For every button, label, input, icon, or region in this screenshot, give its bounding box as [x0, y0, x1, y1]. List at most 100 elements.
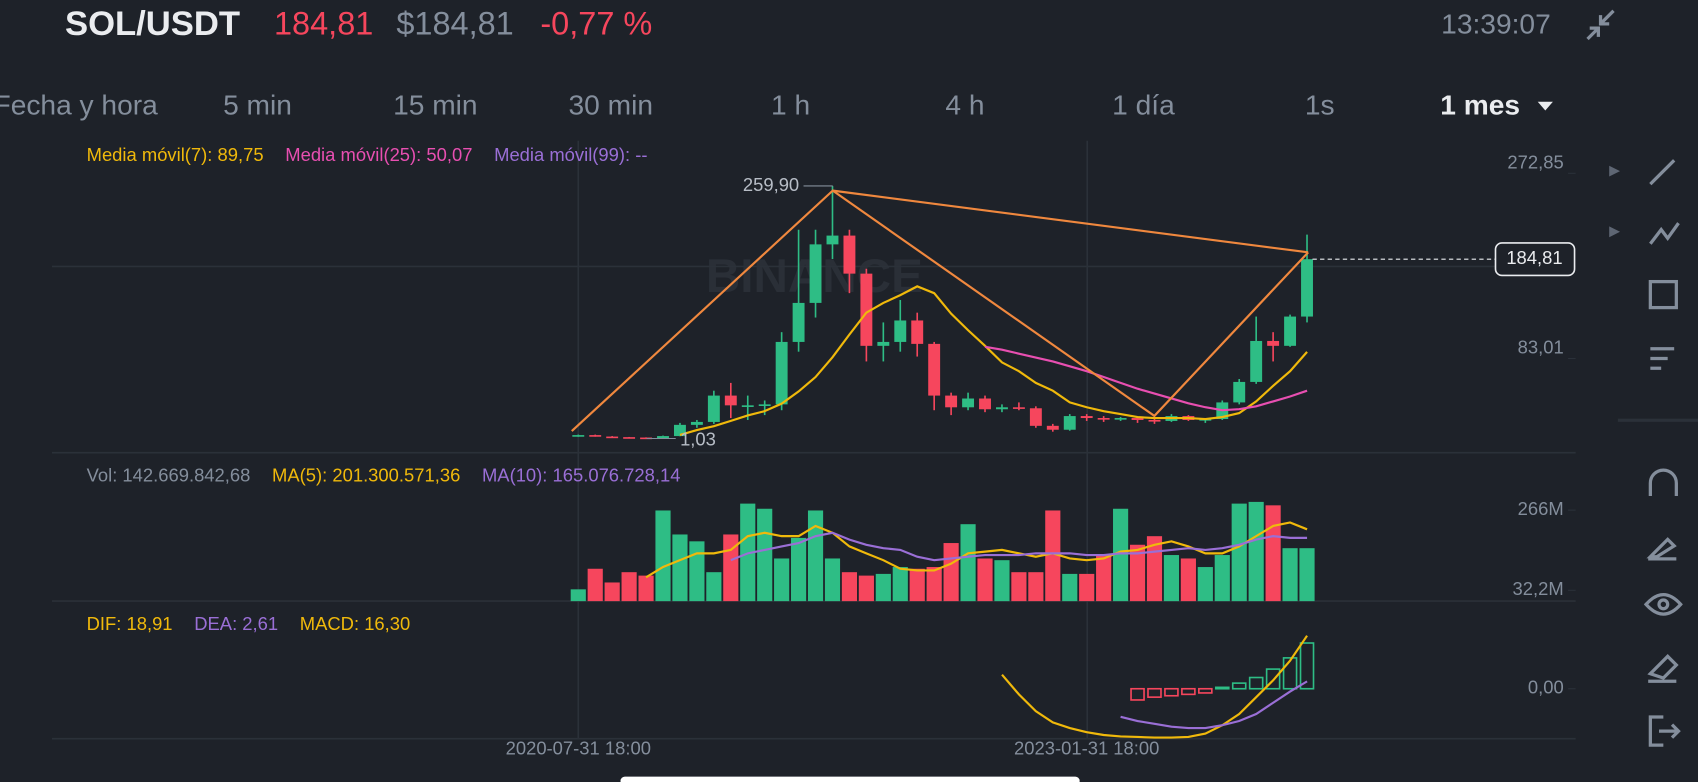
candle-body — [1114, 418, 1127, 420]
volume-bar — [858, 575, 874, 602]
volume-bar — [994, 560, 1010, 602]
candle-body — [775, 341, 788, 405]
candle-body — [690, 421, 703, 425]
macd-bar — [1214, 686, 1230, 690]
macd-bar — [1265, 668, 1281, 690]
candle-body — [877, 341, 890, 346]
volume-bar — [807, 510, 824, 602]
indicator-label: MACD: 16,30 — [300, 613, 410, 634]
candle-body — [860, 273, 873, 346]
volume-bar — [1129, 544, 1146, 602]
timeframe-tab[interactable]: 4 h — [945, 90, 984, 121]
tool-exit[interactable] — [1648, 715, 1681, 747]
ma25-line — [984, 345, 1308, 412]
volume-bar — [1163, 555, 1180, 602]
tool-magnet[interactable] — [1648, 468, 1678, 497]
candle-body — [1250, 340, 1263, 382]
y-tick-label: 0,00 — [1528, 677, 1564, 698]
candle-body — [911, 320, 924, 344]
x-tick-label: 2020-07-31 18:00 — [506, 737, 651, 758]
tool-line[interactable] — [1649, 159, 1676, 186]
indicator-label: Media móvil(7): 89,75 — [87, 144, 264, 165]
volume-bar — [638, 575, 654, 602]
candle-body — [928, 343, 941, 396]
drawing-line — [571, 189, 1309, 432]
price-tag: 184,81 — [1506, 247, 1562, 268]
timeframe-tab[interactable]: 30 min — [569, 90, 653, 121]
volume-bar — [1197, 567, 1213, 602]
indicator-label: Media móvil(25): 50,07 — [285, 144, 472, 165]
tool-trend[interactable] — [1649, 222, 1680, 245]
candle-body — [962, 398, 975, 408]
usd-price: $184,81 — [396, 6, 513, 42]
volume-bar — [757, 508, 773, 602]
high-label: 259,90 — [743, 174, 799, 195]
volume-bar — [672, 534, 688, 602]
volume-bar — [875, 573, 891, 602]
last-price: 184,81 — [274, 6, 373, 42]
volume-bar — [621, 572, 637, 602]
home-indicator — [620, 776, 1080, 782]
vol-ma10-line — [730, 531, 1308, 562]
volume-bar — [1011, 572, 1027, 602]
volume-bar — [1096, 555, 1112, 602]
volume-bar — [960, 524, 976, 602]
candle-body — [945, 395, 958, 408]
candle-body — [792, 302, 805, 342]
volume-bar — [943, 543, 959, 602]
candle-body — [996, 407, 1008, 410]
candle-body — [1029, 408, 1042, 426]
macd-bar — [1130, 687, 1145, 701]
macd-bar — [1282, 657, 1298, 690]
macd-bar — [1198, 687, 1213, 694]
volume-bar — [774, 558, 790, 602]
volume-bar — [1028, 572, 1044, 602]
tool-eraser[interactable] — [1647, 654, 1679, 683]
dropdown-caret[interactable] — [1537, 101, 1553, 111]
volume-bar — [655, 510, 671, 602]
tool-pen[interactable] — [1646, 537, 1677, 561]
macd-bar — [1231, 682, 1247, 690]
volume-bar — [926, 567, 942, 602]
timeframe-tab[interactable]: 1 h — [771, 90, 810, 121]
tool-fib[interactable] — [1650, 347, 1675, 370]
timeframe-tab[interactable]: 15 min — [393, 90, 477, 121]
candle-body — [894, 320, 907, 342]
tool-rect[interactable] — [1648, 279, 1678, 310]
volume-bar — [909, 568, 925, 602]
timeframe-tab[interactable]: 1s — [1305, 90, 1335, 121]
candle-body — [1148, 419, 1161, 422]
candle-body — [724, 395, 737, 406]
indicator-label: Media móvil(99): -- — [494, 144, 647, 165]
tool-eye[interactable] — [1657, 598, 1670, 611]
timeframe-tab[interactable]: 1 día — [1112, 90, 1175, 121]
candle-body — [623, 437, 636, 439]
candle-body — [979, 398, 991, 410]
candle-body — [826, 235, 839, 245]
y-tick-label: 32,2M — [1513, 578, 1564, 599]
candle-body — [589, 435, 602, 437]
volume-bar — [1231, 503, 1247, 602]
volume-bar — [841, 572, 858, 602]
volume-bar — [604, 582, 620, 602]
timeframe-tab[interactable]: 5 min — [223, 90, 292, 121]
volume-bar — [1079, 573, 1095, 602]
arrow — [1609, 165, 1621, 238]
collapse-icon[interactable] — [1586, 9, 1615, 41]
timeframe-tab[interactable]: Fecha y hora — [0, 90, 158, 121]
candle-body — [707, 395, 720, 422]
low-label: 1,03 — [680, 429, 716, 450]
timeframe-tab[interactable]: 1 mes — [1440, 90, 1520, 121]
candle-body — [1284, 316, 1297, 346]
volume-bar — [1265, 505, 1281, 602]
tool-eye[interactable] — [1643, 593, 1683, 616]
candle-body — [1097, 418, 1110, 420]
volume-bar — [892, 567, 908, 602]
x-tick-label: 2023-01-31 18:00 — [1014, 737, 1159, 758]
volume-bar — [689, 541, 705, 602]
candle-body — [809, 244, 822, 303]
y-tick-label: 266M — [1518, 498, 1564, 519]
